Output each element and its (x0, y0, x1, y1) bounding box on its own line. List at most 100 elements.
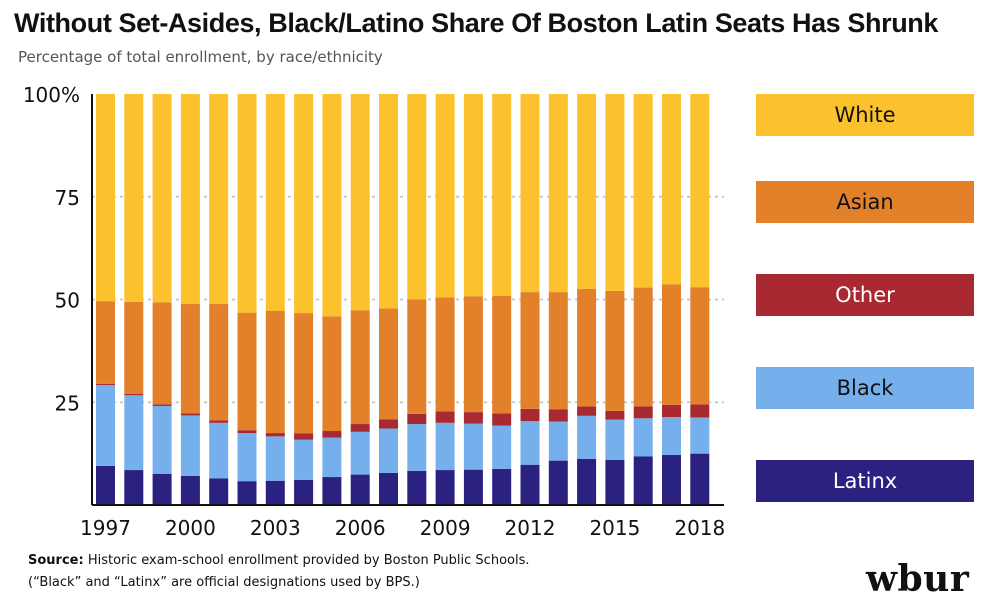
bar-other-2004 (294, 433, 314, 440)
bar-latinx-2004 (294, 479, 314, 505)
bar-other-2005 (322, 431, 342, 438)
chart-title: Without Set-Asides, Black/Latino Share O… (14, 8, 939, 38)
bar-black-2013 (548, 421, 568, 461)
bar-latinx-2001 (209, 478, 229, 505)
y-tick-label-100: 100% (23, 83, 80, 107)
legend-item-white: White (756, 94, 974, 136)
bar-black-2002 (237, 433, 257, 482)
bars (96, 94, 710, 506)
x-tick-label-2009: 2009 (420, 516, 471, 540)
bar-other-2014 (577, 406, 597, 416)
bar-white-2015 (605, 94, 625, 291)
bar-latinx-2003 (265, 480, 285, 505)
bar-asian-2011 (492, 295, 512, 414)
bar-black-2016 (633, 418, 653, 457)
legend-label-other: Other (835, 283, 895, 307)
bar-white-1999 (152, 94, 172, 303)
bar-other-2013 (548, 409, 568, 422)
wbur-logo: wbur (866, 558, 970, 600)
y-tick-label-25: 25 (55, 391, 80, 415)
bar-black-1997 (96, 384, 115, 466)
bar-asian-1999 (152, 302, 172, 405)
bar-asian-2004 (294, 313, 314, 434)
bar-asian-2008 (407, 299, 427, 414)
bar-asian-1997 (96, 301, 115, 384)
bar-black-2008 (407, 424, 427, 471)
legend-item-other: Other (756, 274, 974, 316)
bar-latinx-2012 (520, 464, 540, 505)
bar-black-2001 (209, 422, 229, 479)
bar-latinx-1997 (96, 465, 115, 505)
bar-other-2017 (662, 404, 681, 418)
bar-other-2000 (180, 413, 200, 416)
bar-white-2009 (435, 94, 455, 298)
bar-white-2006 (350, 94, 370, 311)
bar-asian-1998 (124, 301, 144, 395)
bar-black-2009 (435, 422, 455, 471)
legend-label-latinx: Latinx (832, 469, 898, 493)
bar-asian-2010 (463, 296, 483, 413)
bar-white-1998 (124, 94, 144, 302)
bar-white-2002 (237, 94, 257, 313)
bar-latinx-2008 (407, 470, 427, 505)
bar-white-2007 (379, 94, 398, 309)
bar-white-1997 (96, 94, 115, 302)
legend-label-black: Black (836, 376, 894, 400)
bar-black-2010 (463, 423, 483, 470)
bar-asian-2009 (435, 297, 455, 412)
bar-other-2001 (209, 420, 229, 423)
bar-black-2007 (379, 428, 398, 473)
bar-latinx-2014 (577, 458, 597, 505)
bar-other-2002 (237, 430, 257, 434)
bar-black-1999 (152, 405, 172, 474)
source-text: Historic exam-school enrollment provided… (87, 553, 530, 568)
y-tick-label-50: 50 (55, 289, 80, 313)
legend-label-asian: Asian (836, 190, 894, 214)
bar-asian-2000 (180, 304, 200, 414)
bar-black-2005 (322, 437, 342, 478)
bar-other-1997 (96, 383, 115, 385)
bar-other-2006 (350, 424, 370, 432)
bar-other-2003 (265, 433, 285, 437)
bar-white-2003 (265, 94, 285, 312)
bar-latinx-1999 (152, 473, 172, 505)
bar-latinx-2002 (237, 481, 257, 505)
chart-subtitle: Percentage of total enrollment, by race/… (18, 48, 383, 66)
bar-white-2013 (548, 94, 568, 293)
x-tick-label-2006: 2006 (335, 516, 386, 540)
x-tick-label-2003: 2003 (250, 516, 301, 540)
bar-black-2011 (492, 425, 512, 469)
bar-other-2008 (407, 413, 427, 425)
bar-asian-2015 (605, 290, 625, 411)
bar-asian-2006 (350, 310, 370, 425)
bar-black-2003 (265, 436, 285, 481)
bar-white-2011 (492, 94, 512, 296)
legend-item-asian: Asian (756, 181, 974, 223)
bar-other-2016 (633, 406, 653, 419)
bar-other-2018 (690, 404, 710, 418)
bar-other-1999 (152, 404, 172, 406)
bar-white-2012 (520, 94, 540, 293)
bar-black-2012 (520, 421, 540, 465)
source-line: Source: Historic exam-school enrollment … (28, 553, 530, 568)
bar-black-1998 (124, 395, 144, 471)
bar-latinx-2006 (350, 474, 370, 505)
bar-latinx-2010 (463, 469, 483, 505)
legend-item-latinx: Latinx (756, 460, 974, 502)
bar-other-2015 (605, 410, 625, 420)
bar-asian-2007 (379, 308, 398, 420)
x-tick-label-2015: 2015 (589, 516, 640, 540)
axes: 25 50 75 100% 1997 2000 2003 2006 2009 2012 2015 20… (23, 83, 725, 540)
bar-latinx-2013 (548, 460, 568, 505)
bar-white-2016 (633, 94, 653, 288)
bar-latinx-2009 (435, 470, 455, 505)
bar-black-2018 (690, 417, 710, 454)
bar-white-2008 (407, 94, 427, 300)
bar-asian-2013 (548, 292, 568, 410)
y-tick-label-75: 75 (55, 186, 80, 210)
x-tick-label-2018: 2018 (674, 516, 725, 540)
bar-black-2015 (605, 419, 625, 460)
bar-asian-2001 (209, 304, 229, 421)
bar-black-2004 (294, 439, 314, 480)
bar-asian-2016 (633, 287, 653, 407)
